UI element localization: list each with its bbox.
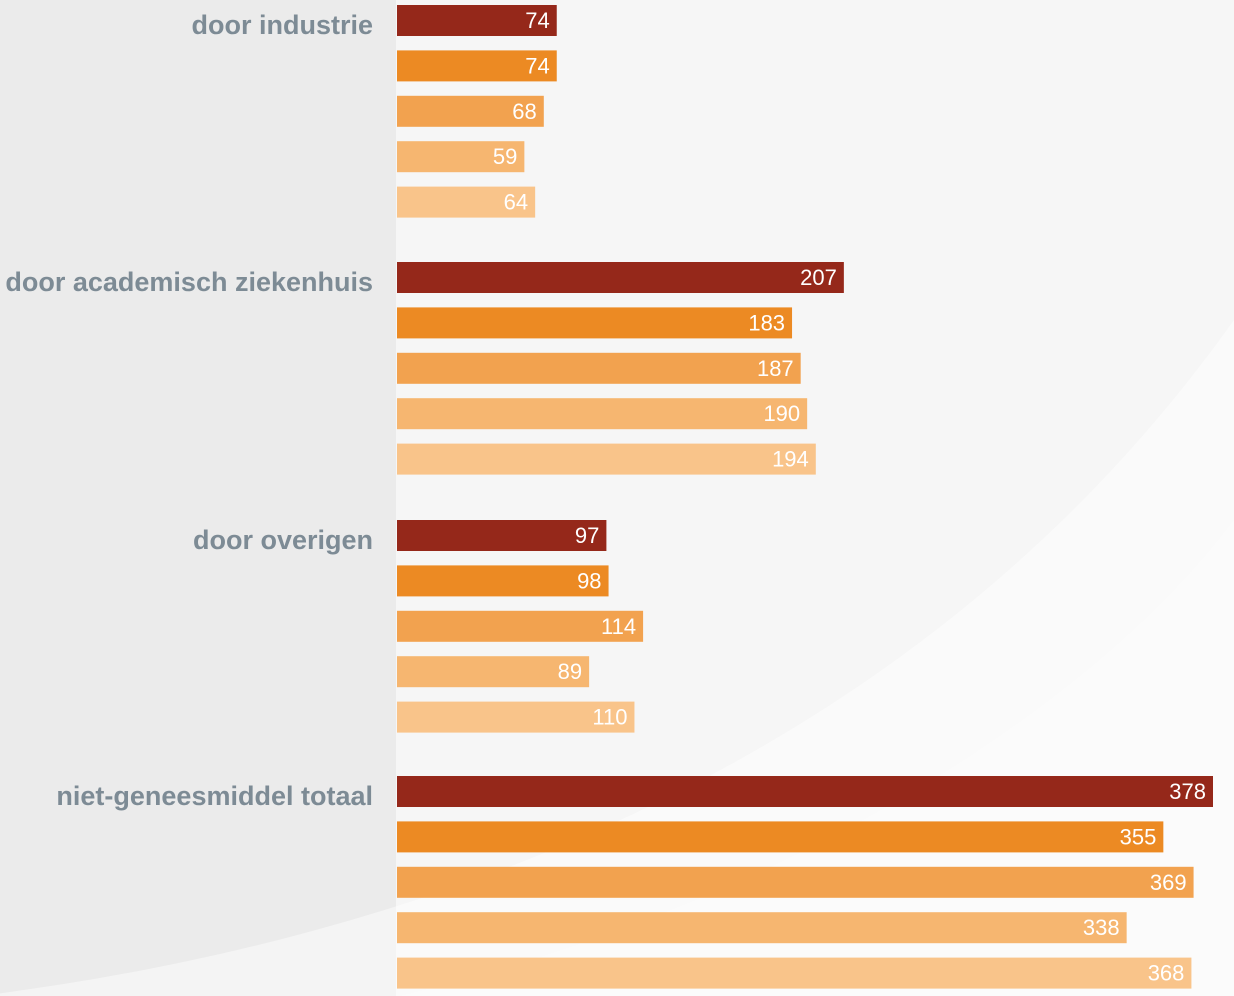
bar [397, 610, 644, 642]
bar-value-label: 190 [763, 401, 800, 426]
bar [397, 957, 1192, 989]
bar [397, 398, 808, 430]
bar [397, 443, 816, 475]
bar [397, 95, 544, 127]
bar-value-label: 110 [592, 705, 627, 730]
bar [397, 186, 536, 218]
bar [397, 520, 607, 551]
bar-value-label: 207 [800, 265, 837, 290]
bar [397, 50, 557, 82]
bar-value-label: 89 [558, 659, 582, 684]
category-label: niet-geneesmiddel totaal [56, 781, 373, 811]
bar [397, 912, 1127, 944]
bar-value-label: 194 [772, 447, 809, 472]
bar [397, 656, 590, 688]
bar-value-label: 338 [1083, 915, 1120, 940]
bar-value-label: 64 [504, 190, 528, 215]
bar [397, 352, 801, 384]
bar-value-label: 59 [493, 144, 517, 169]
bar [397, 821, 1164, 853]
category-label: door academisch ziekenhuis [5, 267, 373, 297]
bar-value-label: 183 [748, 310, 785, 335]
bar [397, 141, 525, 173]
bar-value-label: 68 [512, 99, 536, 124]
bar-value-label: 355 [1120, 824, 1157, 849]
bar [397, 262, 844, 293]
bar-value-label: 114 [601, 614, 636, 639]
bar-value-label: 97 [575, 523, 599, 548]
bar-value-label: 74 [525, 8, 549, 33]
category-label: door overigen [193, 525, 373, 555]
bar [397, 5, 557, 36]
category-label: door industrie [192, 10, 374, 40]
bar [397, 866, 1194, 898]
bar [397, 565, 609, 597]
bar-value-label: 369 [1150, 870, 1187, 895]
bar-value-label: 187 [757, 356, 794, 381]
bar [397, 307, 793, 339]
bar-value-label: 98 [577, 568, 601, 593]
bar-value-label: 378 [1169, 779, 1206, 804]
bar-value-label: 74 [525, 53, 549, 78]
bar [397, 701, 635, 733]
bar [397, 776, 1213, 807]
bar-value-label: 368 [1148, 961, 1185, 986]
